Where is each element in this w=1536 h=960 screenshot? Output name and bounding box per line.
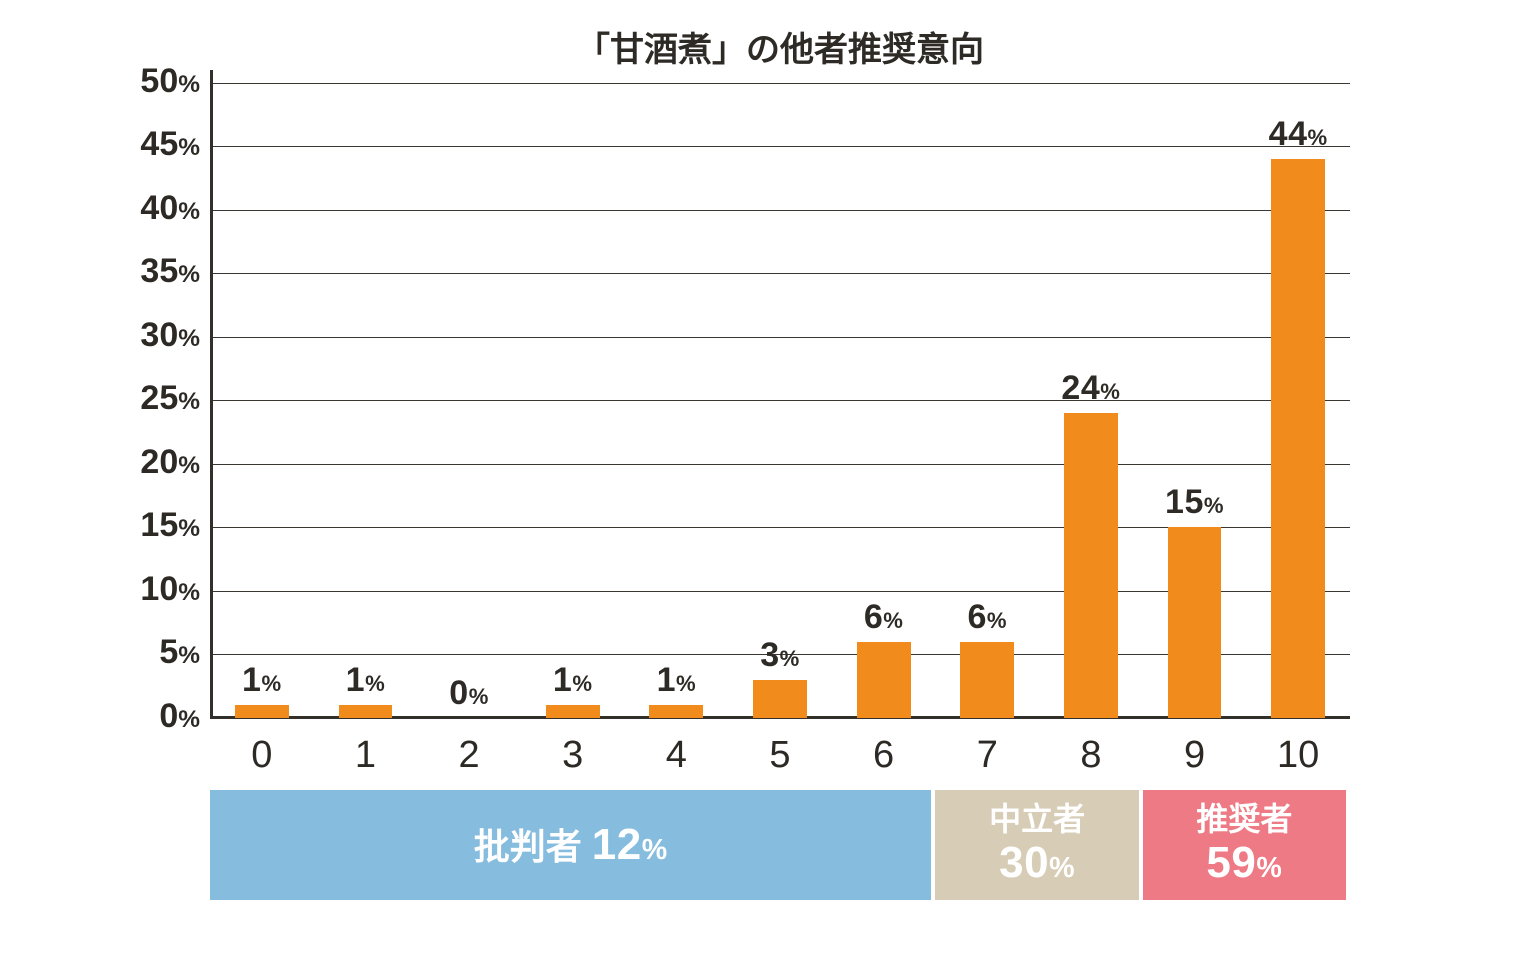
- y-tick-label: 0%: [159, 697, 200, 736]
- bar-value-label: 6%: [824, 598, 944, 637]
- bar: [753, 680, 807, 718]
- x-tick-label: 7: [937, 734, 1037, 777]
- y-axis: [210, 70, 213, 718]
- segment-value: 12%: [592, 820, 668, 869]
- y-tick-label: 15%: [140, 506, 200, 545]
- bar-value-label: 0%: [409, 674, 529, 713]
- gridline: [213, 210, 1350, 211]
- bar-value-label: 24%: [1031, 369, 1151, 408]
- plot-area: [210, 70, 1350, 718]
- bar: [235, 705, 289, 718]
- y-tick-label: 40%: [140, 189, 200, 228]
- bar-value-label: 1%: [202, 661, 322, 700]
- bar: [649, 705, 703, 718]
- segment-value: 30%: [989, 838, 1085, 889]
- y-tick-label: 35%: [140, 252, 200, 291]
- bar-value-label: 1%: [513, 661, 633, 700]
- bar: [339, 705, 393, 718]
- x-tick-label: 3: [523, 734, 623, 777]
- y-tick-label: 45%: [140, 125, 200, 164]
- nps-segment: 中立者30%: [935, 790, 1138, 900]
- x-tick-label: 10: [1248, 734, 1348, 777]
- x-tick-label: 8: [1041, 734, 1141, 777]
- bar-value-label: 15%: [1135, 483, 1255, 522]
- bar: [960, 642, 1014, 718]
- bar-value-label: 44%: [1238, 115, 1358, 154]
- x-tick-label: 9: [1145, 734, 1245, 777]
- x-tick-label: 2: [419, 734, 519, 777]
- bar-value-label: 3%: [720, 636, 840, 675]
- gridline: [213, 146, 1350, 147]
- gridline: [213, 464, 1350, 465]
- x-tick-label: 6: [834, 734, 934, 777]
- y-tick-label: 30%: [140, 316, 200, 355]
- y-tick-label: 25%: [140, 379, 200, 418]
- segment-label: 批判者: [474, 826, 592, 867]
- nps-segment: 批判者 12%: [210, 790, 931, 900]
- bar: [1064, 413, 1118, 718]
- bar: [857, 642, 911, 718]
- bar-value-label: 6%: [927, 598, 1047, 637]
- y-tick-label: 20%: [140, 443, 200, 482]
- bar: [1271, 159, 1325, 718]
- gridline: [213, 273, 1350, 274]
- y-tick-label: 10%: [140, 570, 200, 609]
- chart-title: 「甘酒煮」の他者推奨意向: [210, 22, 1350, 71]
- gridline: [213, 337, 1350, 338]
- nps-chart: 「甘酒煮」の他者推奨意向0%5%10%15%20%25%30%35%40%45%…: [0, 0, 1536, 960]
- x-tick-label: 0: [212, 734, 312, 777]
- gridline: [213, 83, 1350, 84]
- nps-segment: 推奨者59%: [1143, 790, 1346, 900]
- y-tick-label: 5%: [159, 633, 200, 672]
- bar: [1168, 527, 1222, 718]
- segment-label: 推奨者: [1196, 801, 1292, 838]
- segment-label: 中立者: [989, 801, 1085, 838]
- bar: [546, 705, 600, 718]
- x-tick-label: 5: [730, 734, 830, 777]
- bar-value-label: 1%: [616, 661, 736, 700]
- x-tick-label: 1: [315, 734, 415, 777]
- x-tick-label: 4: [626, 734, 726, 777]
- bar-value-label: 1%: [305, 661, 425, 700]
- segment-value: 59%: [1196, 838, 1292, 889]
- gridline: [213, 400, 1350, 401]
- y-tick-label: 50%: [140, 62, 200, 101]
